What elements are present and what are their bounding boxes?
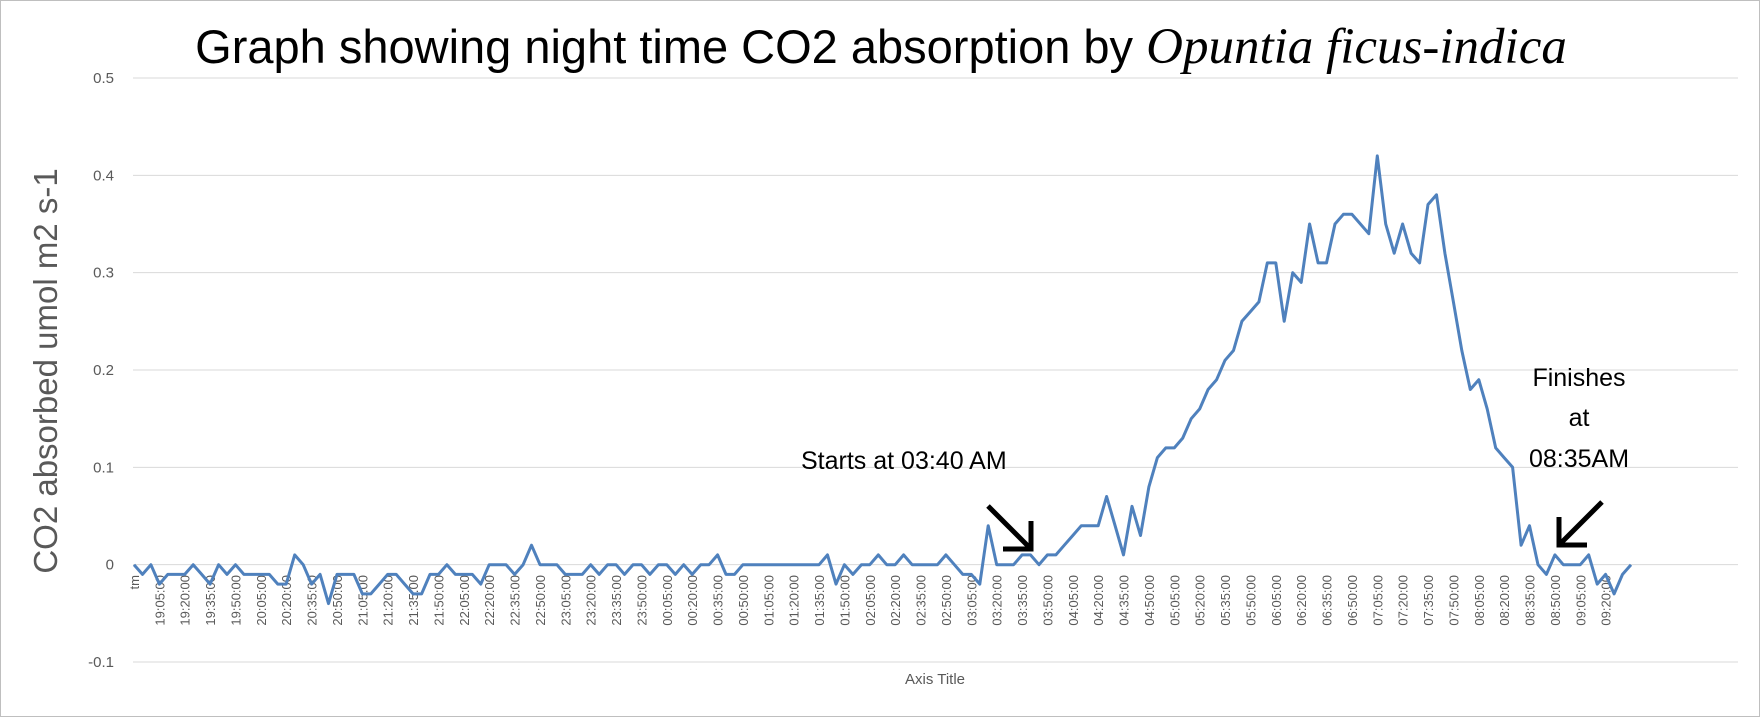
gridlines — [133, 77, 1738, 663]
chart-title-species: Opuntia ficus-indica — [1146, 19, 1567, 75]
series-line-co2 — [132, 154, 1633, 606]
annotation-start: Starts at 03:40 AM — [801, 447, 1007, 475]
x-tick-label: 03:05:00 — [964, 575, 979, 626]
y-tick-label: 0 — [106, 557, 114, 574]
x-tick-label: 00:20:00 — [685, 575, 700, 626]
x-tick-label: 20:35:00 — [305, 575, 320, 626]
x-tick-label: 01:05:00 — [761, 575, 776, 626]
x-tick-label: 22:50:00 — [533, 575, 548, 626]
x-tick-label: 22:35:00 — [508, 575, 523, 626]
x-tick-label: 07:20:00 — [1396, 575, 1411, 626]
arrow-down-left-icon — [1556, 500, 1604, 548]
y-tick-label: 0.1 — [93, 459, 114, 476]
x-axis-title: Axis Title — [905, 671, 965, 688]
x-tick-label: 05:35:00 — [1218, 575, 1233, 626]
x-tick-label: 01:35:00 — [812, 575, 827, 626]
x-tick-label: 23:05:00 — [558, 575, 573, 626]
x-tick-label: 02:20:00 — [888, 575, 903, 626]
x-tick-label: 19:50:00 — [228, 575, 243, 626]
annotation-finish: Finishes at 08:35AM — [1529, 364, 1629, 473]
x-tick-label: 21:50:00 — [431, 575, 446, 626]
x-tick-label: 05:50:00 — [1243, 575, 1258, 626]
x-tick-label: 09:20:00 — [1599, 575, 1614, 626]
x-tick-label: 08:20:00 — [1497, 575, 1512, 626]
x-tick-label: 07:35:00 — [1421, 575, 1436, 626]
x-tick-label: 07:05:00 — [1370, 575, 1385, 626]
x-tick-label: 08:50:00 — [1548, 575, 1563, 626]
x-tick-label: 04:05:00 — [1066, 575, 1081, 626]
x-tick-label: 03:50:00 — [1040, 575, 1055, 626]
x-tick-label: 22:20:00 — [482, 575, 497, 626]
y-tick-labels: 0.5 0.4 0.3 0.2 0.1 0 -0.1 — [88, 70, 114, 671]
arrow-down-right-icon — [986, 504, 1034, 552]
x-tick-label: 04:20:00 — [1091, 575, 1106, 626]
x-tick-label: 19:05:00 — [152, 575, 167, 626]
x-tick-label: 01:20:00 — [787, 575, 802, 626]
y-tick-label: 0.4 — [93, 167, 114, 184]
chart-title-main: Graph showing night time CO2 absorption … — [195, 20, 1146, 73]
annotation-finish-line3: 08:35AM — [1529, 445, 1629, 473]
x-tick-label: 23:50:00 — [634, 575, 649, 626]
x-tick-label: tm — [127, 575, 142, 589]
x-tick-label: 05:20:00 — [1193, 575, 1208, 626]
x-tick-label: 20:50:00 — [330, 575, 345, 626]
chart-title: Graph showing night time CO2 absorption … — [195, 19, 1567, 75]
x-tick-label: 04:50:00 — [1142, 575, 1157, 626]
y-tick-label: -0.1 — [88, 654, 114, 671]
x-tick-label: 03:35:00 — [1015, 575, 1030, 626]
x-tick-label: 19:20:00 — [178, 575, 193, 626]
x-tick-label: 19:35:00 — [203, 575, 218, 626]
x-tick-label: 06:50:00 — [1345, 575, 1360, 626]
x-tick-label: 00:50:00 — [736, 575, 751, 626]
annotation-finish-line2: at — [1569, 404, 1590, 432]
annotation-finish-line1: Finishes — [1532, 364, 1625, 392]
x-tick-label: 04:35:00 — [1117, 575, 1132, 626]
series-layer — [132, 154, 1633, 606]
x-tick-label: 07:50:00 — [1446, 575, 1461, 626]
y-tick-label: 0.3 — [93, 265, 114, 282]
x-tick-label: 05:05:00 — [1167, 575, 1182, 626]
y-axis-title: CO2 absorbed umol m2 s-1 — [27, 168, 64, 573]
x-tick-label: 20:05:00 — [254, 575, 269, 626]
x-tick-labels: tm 19:05:00 19:20:00 19:35:00 19:50:00 20:05:… — [127, 575, 1614, 626]
x-tick-label: 00:35:00 — [711, 575, 726, 626]
x-tick-label: 22:05:00 — [457, 575, 472, 626]
x-tick-label: 02:35:00 — [914, 575, 929, 626]
x-tick-label: 21:35:00 — [406, 575, 421, 626]
x-tick-label: 03:20:00 — [990, 575, 1005, 626]
x-tick-label: 00:05:00 — [660, 575, 675, 626]
x-tick-label: 09:05:00 — [1573, 575, 1588, 626]
x-tick-label: 08:35:00 — [1523, 575, 1538, 626]
x-tick-label: 23:35:00 — [609, 575, 624, 626]
x-tick-label: 23:20:00 — [584, 575, 599, 626]
y-tick-label: 0.5 — [93, 70, 114, 87]
x-tick-label: 02:50:00 — [939, 575, 954, 626]
x-tick-label: 06:35:00 — [1320, 575, 1335, 626]
x-tick-label: 08:05:00 — [1472, 575, 1487, 626]
x-tick-label: 06:05:00 — [1269, 575, 1284, 626]
x-tick-label: 20:20:00 — [279, 575, 294, 626]
x-tick-label: 02:05:00 — [863, 575, 878, 626]
y-tick-label: 0.2 — [93, 362, 114, 379]
x-tick-label: 21:20:00 — [381, 575, 396, 626]
x-tick-label: 06:20:00 — [1294, 575, 1309, 626]
x-tick-label: 01:50:00 — [837, 575, 852, 626]
